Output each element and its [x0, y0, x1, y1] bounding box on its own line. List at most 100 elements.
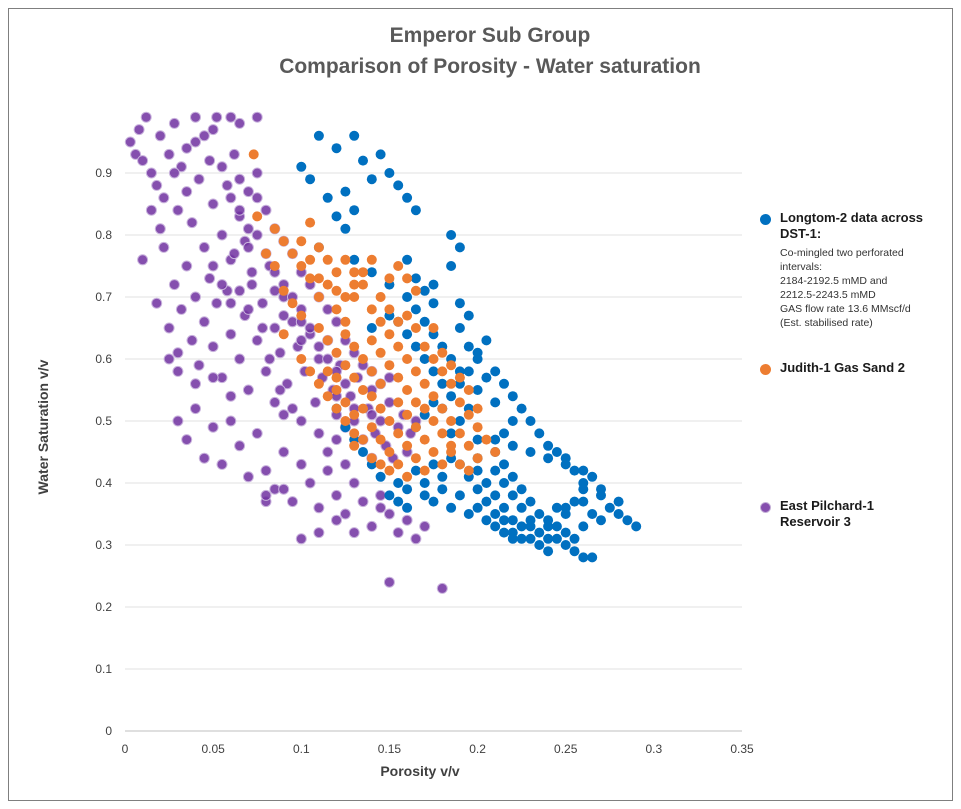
data-point — [287, 248, 298, 259]
data-point — [534, 428, 545, 439]
data-point — [130, 148, 142, 160]
data-point — [366, 453, 377, 464]
data-point — [313, 273, 324, 284]
data-point — [516, 484, 527, 495]
data-point — [339, 378, 351, 390]
data-point — [525, 416, 536, 426]
data-point — [384, 416, 395, 426]
data-point — [242, 241, 254, 253]
data-point — [296, 354, 307, 364]
data-point — [278, 285, 289, 296]
data-point — [198, 130, 210, 142]
data-point — [410, 205, 421, 216]
data-point — [419, 354, 430, 364]
data-point — [375, 471, 386, 482]
data-point — [190, 403, 201, 415]
data-point — [186, 217, 198, 229]
data-point — [401, 514, 413, 526]
data-point — [207, 124, 219, 136]
series-longtom-2-data-across-dst-1 — [296, 130, 642, 563]
data-point — [251, 167, 263, 179]
data-point — [193, 359, 205, 371]
chart-subtitle: Comparison of Porosity - Water saturatio… — [279, 55, 701, 78]
data-point — [154, 223, 166, 235]
data-point — [186, 334, 198, 346]
data-point — [322, 254, 333, 265]
data-point — [264, 353, 276, 365]
data-point — [193, 173, 205, 185]
data-point — [402, 354, 413, 364]
data-point — [490, 521, 501, 532]
data-point — [402, 440, 413, 451]
data-point — [613, 496, 624, 507]
legend-label-judith: Judith-1 Gas Sand 2 — [780, 360, 905, 375]
data-point — [339, 508, 351, 520]
data-point — [569, 546, 580, 557]
data-point — [428, 323, 439, 333]
data-point — [454, 372, 465, 383]
data-point — [168, 279, 180, 291]
data-point — [499, 478, 509, 488]
data-point — [216, 458, 228, 470]
data-point — [331, 514, 342, 526]
data-point — [534, 527, 545, 538]
data-point — [437, 484, 448, 495]
data-point — [313, 378, 324, 389]
data-point — [163, 353, 175, 365]
data-point — [410, 422, 421, 433]
data-point — [331, 434, 342, 446]
data-point — [569, 533, 580, 544]
data-point — [207, 260, 219, 272]
data-point — [463, 440, 474, 451]
data-point — [419, 478, 430, 488]
data-point — [622, 515, 633, 526]
data-point — [578, 521, 589, 532]
data-point — [204, 155, 216, 167]
data-point — [242, 223, 254, 235]
data-point — [446, 447, 457, 457]
data-point — [481, 335, 492, 346]
data-point — [313, 292, 324, 302]
data-point — [375, 434, 386, 445]
data-point — [463, 366, 474, 377]
data-point — [225, 192, 237, 204]
data-point — [481, 478, 492, 488]
data-point — [551, 447, 562, 457]
data-point — [313, 242, 324, 253]
data-point — [419, 434, 430, 445]
data-point — [596, 484, 606, 495]
data-point — [393, 316, 404, 327]
data-point — [463, 385, 474, 395]
data-point — [124, 136, 136, 148]
data-point — [543, 440, 554, 451]
data-point — [349, 279, 360, 290]
data-point — [234, 440, 246, 452]
data-point — [472, 502, 483, 513]
data-point — [437, 378, 448, 389]
data-point — [490, 397, 501, 408]
data-point — [331, 372, 342, 383]
y-tick-label: 0.4 — [95, 476, 112, 490]
data-point — [211, 111, 223, 123]
data-point — [216, 161, 228, 173]
data-point — [216, 229, 228, 241]
data-point — [234, 353, 246, 365]
data-point — [481, 496, 492, 507]
data-point — [437, 403, 448, 414]
data-point — [366, 366, 377, 377]
data-point — [507, 416, 518, 426]
data-point — [375, 489, 387, 501]
data-point — [428, 354, 439, 364]
data-point — [322, 353, 334, 365]
data-point — [190, 291, 201, 303]
y-tick-label: 0.8 — [95, 228, 112, 242]
data-point — [384, 490, 395, 501]
data-point — [402, 471, 413, 482]
data-point — [190, 378, 201, 390]
data-point — [190, 136, 201, 148]
y-tick-label: 0.1 — [95, 662, 112, 676]
data-point — [543, 546, 554, 557]
data-point — [507, 515, 518, 526]
data-point — [295, 533, 307, 545]
data-point — [340, 223, 351, 234]
